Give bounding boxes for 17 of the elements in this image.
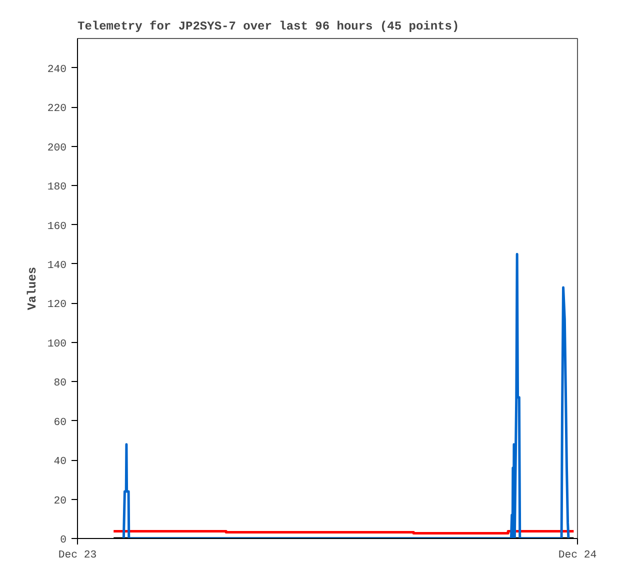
y-tick-label: 80 [54, 378, 67, 390]
x-tick-label: Dec 24 [558, 550, 597, 562]
y-tick-label: 180 [47, 182, 67, 194]
y-tick-label: 240 [47, 64, 67, 76]
y-tick-label: 0 [60, 534, 67, 546]
chart-title: Telemetry for JP2SYS-7 over last 96 hours (45 points) [78, 20, 460, 34]
y-tick-label: 120 [47, 299, 67, 312]
y-tick-label: 140 [47, 260, 67, 272]
x-tick-label: Dec 23 [58, 550, 97, 562]
y-tick-label: 20 [54, 495, 67, 508]
y-tick-label: 60 [54, 416, 67, 429]
y-tick-label: 40 [54, 456, 67, 468]
y-tick-label: 220 [47, 103, 67, 116]
y-tick-label: 100 [47, 338, 67, 350]
y-tick-label: 160 [47, 220, 67, 233]
y-axis-title: Values [25, 266, 40, 310]
y-tick-label: 200 [47, 142, 67, 154]
